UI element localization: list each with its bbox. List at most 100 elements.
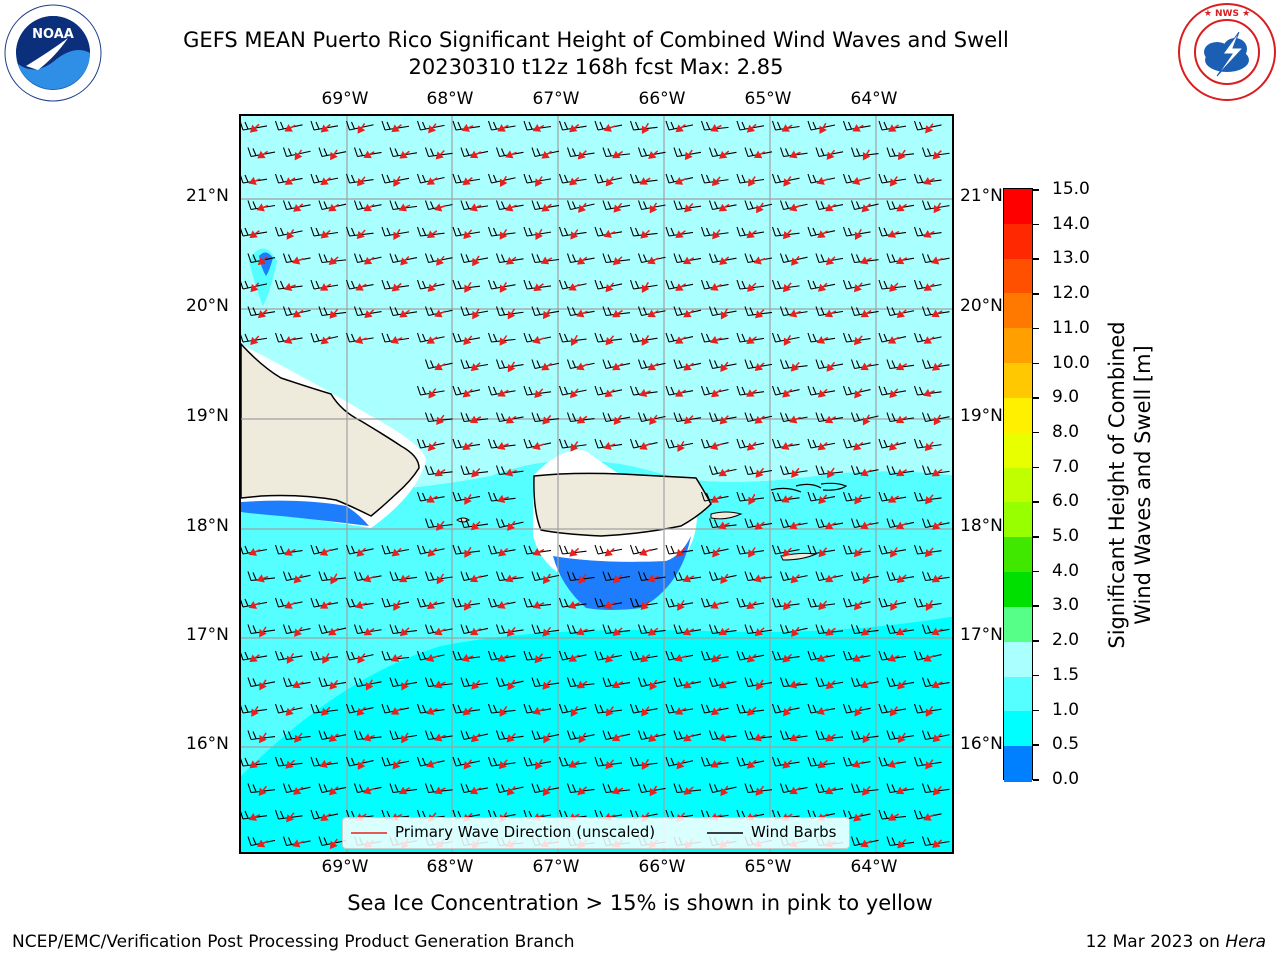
wave-direction-arrow (612, 150, 624, 159)
wave-direction-arrow (851, 176, 864, 185)
wave-direction-arrow (711, 176, 721, 187)
wave-direction-arrow (507, 361, 516, 373)
graticule (241, 116, 952, 852)
wave-direction-arrow (398, 203, 411, 212)
wave-direction-arrow (816, 176, 829, 185)
wave-direction-arrow (434, 309, 446, 318)
wave-direction-arrow (541, 150, 552, 159)
wave-direction-arrow (426, 177, 438, 185)
wave-direction-arrow (675, 283, 686, 291)
wave-direction-arrow (647, 309, 659, 318)
wave-direction-arrow (426, 706, 438, 715)
colorbar-segment (1004, 328, 1032, 365)
colorbar-segment (1004, 711, 1032, 748)
nws-logo: ★ NWS ★ (1177, 2, 1277, 102)
wave-direction-arrow (755, 785, 765, 796)
wave-direction-arrow (532, 600, 545, 609)
wave-direction-arrow (568, 600, 580, 609)
wave-direction-arrow (285, 706, 295, 716)
wave-contour-1.5-2m (241, 460, 952, 776)
wave-direction-arrow (675, 124, 686, 133)
wave-direction-arrow (746, 653, 757, 663)
wave-direction-arrow (357, 653, 366, 664)
wave-direction-arrow (603, 441, 616, 450)
wave-direction-arrow (719, 256, 730, 266)
wave-direction-arrow (541, 362, 552, 371)
wave-direction-arrow (647, 256, 659, 265)
wave-direction-arrow (790, 574, 800, 584)
wave-direction-arrow (603, 600, 616, 609)
wave-direction-arrow (682, 256, 695, 265)
wave-direction-arrow (293, 203, 304, 212)
wave-direction-arrow (756, 202, 764, 214)
wave-direction-arrow (711, 653, 722, 663)
wave-direction-arrow (577, 150, 587, 160)
wave-direction-arrow (329, 838, 338, 850)
lon-label-top: 64°W (850, 89, 898, 109)
wave-direction-arrow (505, 574, 517, 583)
colorbar-tick-label: 1.0 (1052, 699, 1080, 720)
wave-direction-arrow (862, 573, 871, 585)
wave-direction-arrow (612, 627, 623, 636)
wave-direction-arrow (683, 309, 694, 318)
wave-direction-arrow (720, 308, 729, 320)
wave-direction-arrow (888, 441, 899, 451)
wave-direction-arrow (861, 785, 871, 796)
wave-direction-arrow (817, 441, 828, 451)
wave-direction-arrow (319, 548, 332, 556)
wave-direction-legend-icon (351, 832, 387, 834)
wave-direction-arrow (825, 680, 836, 690)
wave-direction-arrow (746, 123, 757, 133)
wave-direction-arrow (399, 309, 410, 318)
wave-direction-arrow (897, 680, 907, 690)
wave-direction-arrow (683, 786, 694, 795)
wave-direction-arrow (641, 758, 650, 770)
wave-direction-arrow (718, 468, 730, 477)
wave-direction-arrow (718, 150, 730, 159)
wave-direction-arrow (895, 627, 908, 636)
wave-direction-arrow (825, 733, 836, 742)
wave-direction-arrow (861, 203, 871, 213)
wave-direction-arrow (710, 760, 722, 768)
wave-direction-arrow (434, 627, 446, 636)
wave-direction-arrow (469, 786, 482, 795)
wave-direction-arrow (782, 282, 792, 293)
colorbar-tick-mark (1033, 709, 1039, 712)
wave-direction-arrow (320, 177, 331, 186)
wave-direction-arrow (363, 203, 375, 212)
wave-direction-arrow (791, 626, 800, 637)
wave-direction-arrow (639, 388, 651, 397)
wave-direction-arrow (542, 414, 552, 425)
lat-label-right: 21°N (960, 186, 1003, 206)
lon-label-top: 66°W (638, 89, 686, 109)
wave-direction-arrow (320, 123, 331, 133)
map-panel (239, 114, 954, 854)
wave-direction-arrow (248, 547, 261, 556)
sea-ice-caption: Sea Ice Concentration > 15% is shown in … (347, 891, 933, 915)
wave-direction-arrow (434, 468, 446, 477)
wave-direction-arrow (676, 759, 686, 770)
wave-direction-arrow (427, 441, 437, 452)
wave-direction-arrow (499, 335, 508, 346)
map-title: GEFS MEAN Puerto Rico Significant Height… (183, 28, 1009, 52)
wave-direction-arrow (931, 309, 943, 318)
wave-direction-arrow (257, 256, 268, 266)
wave-direction-arrow (398, 786, 411, 795)
wave-direction-arrow (576, 680, 588, 689)
wave-direction-arrow (328, 733, 339, 743)
wave-direction-arrow (648, 150, 659, 159)
wave-direction-arrow (291, 256, 304, 265)
wave-direction-arrow (712, 229, 721, 240)
wave-direction-arrow (428, 123, 437, 134)
wave-direction-arrow (578, 732, 587, 744)
wave-direction-arrow (783, 706, 792, 717)
colorbar-segment (1004, 258, 1032, 295)
wave-direction-arrow (612, 362, 624, 371)
wave-direction-arrow (853, 335, 863, 346)
colorbar-tick-label: 11.0 (1052, 317, 1090, 338)
wave-direction-arrow (789, 203, 801, 212)
wave-direction-arrow (497, 389, 509, 397)
wave-direction-arrow (506, 785, 516, 796)
wave-direction-arrow (753, 733, 766, 742)
wave-direction-arrow (285, 759, 296, 769)
